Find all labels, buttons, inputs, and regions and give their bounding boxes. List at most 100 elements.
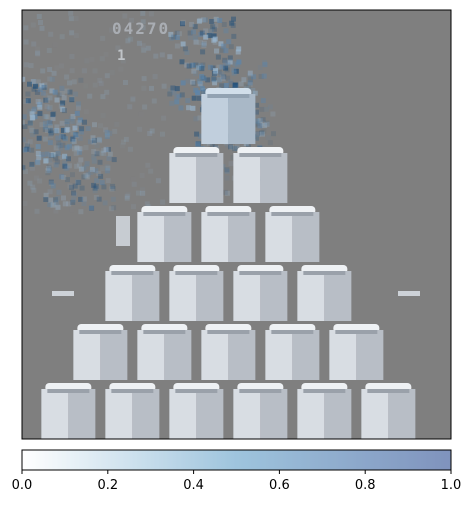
attention-pixel: [208, 28, 214, 34]
pyramid-cube: [201, 88, 256, 144]
attention-pixel: [213, 68, 218, 73]
attention-pixel: [56, 189, 62, 195]
attention-pixel: [67, 183, 73, 189]
cube-rim: [303, 271, 346, 275]
attention-pixel: [213, 23, 219, 29]
attention-pixel: [187, 30, 193, 36]
cube-right-face: [164, 212, 192, 262]
attention-pixel: [23, 169, 28, 174]
attention-pixel: [264, 121, 270, 127]
attention-pixel: [55, 195, 61, 201]
attention-pixel: [247, 80, 253, 86]
attention-pixel: [193, 116, 199, 122]
cube-left-face: [169, 389, 197, 439]
attention-pixel: [130, 97, 136, 103]
attention-pixel: [53, 197, 58, 203]
pyramid-cube: [361, 383, 416, 439]
attention-pixel: [219, 47, 225, 53]
attention-pixel: [241, 77, 247, 83]
attention-pixel: [43, 192, 49, 198]
attention-pixel: [47, 127, 53, 133]
attention-pixel: [227, 79, 233, 85]
attention-pixel: [67, 176, 72, 181]
attention-pixel: [23, 25, 29, 31]
attention-pixel: [78, 129, 84, 135]
attention-pixel: [140, 19, 146, 25]
attention-pixel: [70, 137, 76, 142]
attention-pixel: [40, 90, 46, 96]
attention-pixel: [60, 142, 66, 148]
attention-pixel: [48, 152, 54, 158]
attention-pixel: [9, 95, 14, 100]
attention-pixel: [53, 154, 59, 160]
attention-pixel: [43, 124, 49, 130]
attention-pixel: [83, 145, 89, 151]
attention-pixel: [219, 64, 225, 70]
attention-pixel: [193, 71, 199, 77]
attention-pixel: [191, 95, 197, 101]
attention-pixel: [91, 158, 97, 164]
attention-pixel: [53, 127, 59, 133]
attention-pixel: [46, 106, 52, 112]
attention-pixel: [91, 137, 97, 143]
cube-rim: [239, 153, 282, 157]
attention-pixel: [70, 129, 76, 135]
attention-pixel: [193, 87, 198, 93]
cube-left-face: [137, 330, 165, 380]
cube-right-face: [260, 153, 288, 203]
attention-pixel: [196, 65, 202, 71]
attention-pixel: [229, 20, 235, 26]
attention-pixel: [176, 93, 182, 99]
attention-pixel: [248, 77, 254, 83]
attention-pixel: [256, 121, 262, 127]
attention-pixel: [15, 96, 20, 101]
cube-left-face: [265, 212, 293, 262]
attention-pixel: [130, 96, 136, 102]
attention-pixel: [28, 120, 33, 126]
attention-pixel: [73, 150, 79, 156]
attention-pixel: [271, 131, 276, 137]
attention-pixel: [145, 162, 151, 168]
attention-pixel: [255, 131, 261, 137]
attention-pixel: [224, 168, 230, 174]
attention-pixel: [178, 105, 184, 111]
attention-pixel: [37, 104, 43, 110]
cube-left-face: [137, 212, 165, 262]
attention-pixel: [136, 190, 141, 196]
cube-attention-tint: [201, 88, 256, 144]
attention-pixel: [43, 97, 49, 103]
attention-pixel: [262, 60, 268, 66]
attention-pixel: [88, 205, 94, 211]
attention-pixel: [74, 163, 80, 169]
pyramid-cube: [297, 383, 352, 439]
attention-pixel: [42, 84, 48, 90]
attention-pixel: [152, 74, 158, 80]
attention-pixel: [174, 86, 180, 92]
pyramid-cube: [105, 265, 160, 321]
attention-pixel: [34, 175, 39, 181]
attention-pixel: [232, 146, 238, 152]
attention-pixel: [37, 178, 43, 184]
attention-pixel: [42, 136, 48, 142]
attention-pixel: [149, 85, 154, 91]
attention-pixel: [64, 119, 70, 124]
cube-left-face: [233, 153, 261, 203]
attention-pixel: [222, 189, 228, 195]
attention-pixel: [229, 144, 235, 150]
attention-pixel: [33, 129, 39, 135]
attention-pixel: [58, 103, 64, 109]
game-frame-border: [21, 9, 452, 440]
attention-pixel: [195, 141, 200, 147]
attention-pixel: [36, 155, 42, 161]
pyramid-cube: [137, 324, 192, 380]
pyramid-cube: [169, 147, 224, 203]
attention-pixel: [185, 98, 191, 104]
attention-pixel: [140, 190, 146, 196]
attention-pixel: [64, 123, 70, 129]
cube-left-face: [169, 271, 197, 321]
attention-pixel: [254, 136, 260, 141]
attention-pixel: [26, 146, 31, 152]
attention-pixel: [43, 158, 49, 164]
attention-pixel: [76, 101, 81, 107]
attention-pixel: [126, 34, 132, 40]
